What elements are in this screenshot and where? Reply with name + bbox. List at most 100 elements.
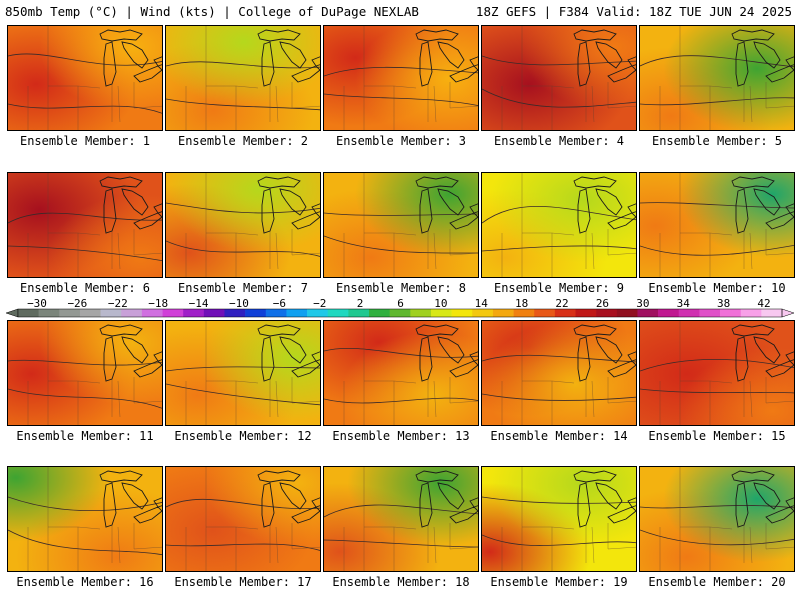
great-lakes-outline <box>573 324 617 337</box>
great-lakes-outline <box>103 188 117 234</box>
colorbar-high-arrow <box>781 308 795 318</box>
state-border <box>269 377 320 418</box>
great-lakes-outline <box>279 188 307 216</box>
ensemble-member-label: Ensemble Member: 4 <box>493 134 625 148</box>
colorbar-swatch <box>245 309 267 317</box>
great-lakes-outline <box>99 29 143 42</box>
great-lakes-outline <box>257 176 301 189</box>
state-border <box>269 523 320 564</box>
cool-region <box>640 26 794 130</box>
great-lakes-outline <box>765 506 794 524</box>
ensemble-member-label: Ensemble Member: 10 <box>648 281 786 295</box>
colorbar-swatch <box>472 309 494 317</box>
state-border <box>269 82 320 123</box>
ensemble-member-label: Ensemble Member: 5 <box>651 134 783 148</box>
great-lakes-outline <box>731 176 775 189</box>
state-border <box>427 229 478 270</box>
great-lakes-outline <box>99 470 143 483</box>
ensemble-member-label: Ensemble Member: 1 <box>19 134 151 148</box>
colorbar-outline <box>17 308 783 318</box>
ensemble-member-label: Ensemble Member: 12 <box>174 429 312 443</box>
state-border <box>585 523 636 564</box>
great-lakes-outline <box>133 360 162 378</box>
colorbar-tick-label: −2 <box>313 297 327 310</box>
ensemble-map-19 <box>481 466 637 572</box>
colorbar-swatch <box>162 309 184 317</box>
colorbar-tick-label: 18 <box>515 297 529 310</box>
state-border <box>111 523 162 564</box>
great-lakes-outline <box>415 470 459 483</box>
state-border <box>111 82 162 123</box>
colorbar-swatch <box>224 309 246 317</box>
colorbar-swatch <box>307 309 329 317</box>
great-lakes-outline <box>785 56 794 67</box>
great-lakes-outline <box>753 336 781 364</box>
state-border <box>27 173 101 277</box>
cool-region <box>640 173 794 277</box>
great-lakes-outline <box>595 336 623 364</box>
state-border <box>343 467 417 571</box>
ensemble-map-12 <box>165 320 321 426</box>
great-lakes-outline <box>449 506 478 524</box>
state-border <box>743 523 794 564</box>
height-contour <box>8 53 162 114</box>
great-lakes-outline <box>311 497 320 508</box>
ensemble-member-label: Ensemble Member: 19 <box>490 575 628 589</box>
colorbar-swatch <box>554 309 576 317</box>
height-contour <box>640 505 794 546</box>
great-lakes-outline <box>121 41 149 69</box>
great-lakes-outline <box>415 324 459 337</box>
state-border <box>343 173 417 277</box>
ensemble-member-label: Ensemble Member: 14 <box>490 429 628 443</box>
great-lakes-outline <box>121 188 149 216</box>
state-border <box>585 229 636 270</box>
colorbar-tick-label: 22 <box>555 297 569 310</box>
great-lakes-outline <box>595 41 623 69</box>
colorbar-swatch <box>141 309 163 317</box>
cool-region <box>166 173 320 277</box>
cool-region <box>640 321 794 425</box>
ensemble-member-label: Ensemble Member: 16 <box>16 575 154 589</box>
cool-region <box>482 173 636 277</box>
great-lakes-outline <box>121 336 149 364</box>
state-border <box>27 26 101 130</box>
colorbar-tick-label: −30 <box>27 297 47 310</box>
state-border <box>585 82 636 123</box>
great-lakes-outline <box>261 41 275 87</box>
state-border <box>27 321 101 425</box>
great-lakes-outline <box>415 176 459 189</box>
cool-region <box>166 467 320 571</box>
state-border <box>343 321 417 425</box>
state-border <box>659 321 733 425</box>
ensemble-member-label: Ensemble Member: 17 <box>174 575 312 589</box>
chart-title: 850mb Temp (°C) | Wind (kts) | College o… <box>5 4 419 19</box>
colorbar-swatch <box>575 309 597 317</box>
great-lakes-outline <box>419 188 433 234</box>
ensemble-map-9 <box>481 172 637 278</box>
height-contour <box>482 354 636 401</box>
colorbar-tick-label: 42 <box>757 297 771 310</box>
great-lakes-outline <box>437 336 465 364</box>
ensemble-map-20 <box>639 466 795 572</box>
colorbar-swatch <box>348 309 370 317</box>
cool-region <box>8 26 162 130</box>
colorbar-low-arrow <box>5 308 19 318</box>
colorbar-swatch <box>616 309 638 317</box>
ensemble-map-17 <box>165 466 321 572</box>
great-lakes-outline <box>607 65 636 83</box>
state-border <box>111 377 162 418</box>
great-lakes-outline <box>449 65 478 83</box>
height-contour <box>324 348 478 404</box>
colorbar-tick-label: 2 <box>356 297 364 310</box>
cool-region <box>324 321 478 425</box>
colorbar-swatch <box>596 309 618 317</box>
great-lakes-outline <box>261 336 275 382</box>
great-lakes-outline <box>133 212 162 230</box>
great-lakes-outline <box>731 324 775 337</box>
ensemble-map-14 <box>481 320 637 426</box>
great-lakes-outline <box>469 351 478 362</box>
colorbar-swatch <box>761 309 783 317</box>
ensemble-map-10 <box>639 172 795 278</box>
cool-region <box>166 321 320 425</box>
great-lakes-outline <box>607 360 636 378</box>
